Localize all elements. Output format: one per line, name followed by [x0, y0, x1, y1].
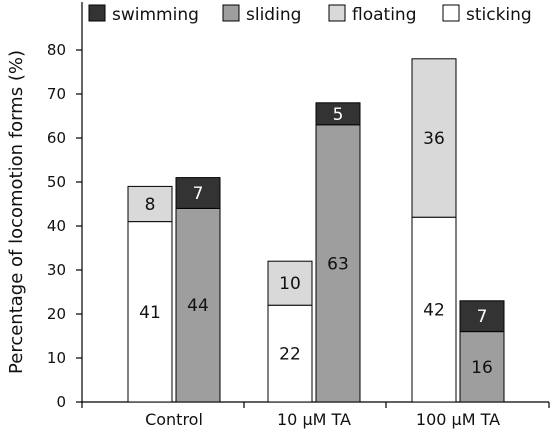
legend-swatch-floating	[328, 4, 346, 22]
bar-segment-swimming	[175, 177, 221, 209]
legend-label-floating: floating	[352, 5, 416, 25]
data-label: 22	[279, 345, 301, 365]
y-tick-label: 60	[47, 129, 66, 147]
bar-segment-sliding	[175, 207, 221, 403]
y-tick-label: 40	[47, 217, 66, 235]
y-tick-label: 30	[47, 261, 66, 279]
bar-segment-sticking	[267, 304, 313, 403]
data-label: 8	[145, 195, 156, 215]
data-label: 41	[139, 303, 161, 323]
data-label: 36	[423, 129, 445, 149]
data-label: 42	[423, 301, 445, 321]
legend: swimming sliding floating sticking	[88, 4, 532, 25]
bar-segment-floating	[267, 260, 313, 306]
data-label: 7	[193, 184, 204, 204]
data-label: 5	[333, 105, 344, 125]
y-axis-label: Percentage of locomotion forms (%)	[6, 50, 27, 374]
bar-segment-swimming	[459, 300, 505, 333]
bar-segment-swimming	[315, 102, 361, 126]
legend-swatch-swimming	[88, 4, 106, 22]
y-tick-label: 0	[56, 393, 66, 411]
data-label: 63	[327, 254, 349, 274]
bar-segment-sticking	[127, 221, 173, 403]
data-label: 7	[477, 307, 488, 327]
x-axis: Control 10 μM TA 100 μM TA	[81, 401, 550, 429]
data-label: 44	[187, 296, 209, 316]
y-axis: 0 10 20 30 40 50 60 70 80	[47, 2, 83, 411]
data-label: 16	[471, 358, 493, 378]
y-tick-label: 50	[47, 173, 66, 191]
x-tick-label: Control	[145, 410, 203, 429]
legend-swatch-sticking	[442, 4, 460, 22]
bar-segment-sticking	[411, 216, 457, 403]
y-tick-label: 80	[47, 41, 66, 59]
x-tick-label: 100 μM TA	[416, 410, 500, 429]
bars: 41 8 44 7 22 10 63 5 42 36 16 7	[127, 58, 505, 403]
legend-label-swimming: swimming	[112, 5, 199, 25]
y-tick-label: 10	[47, 349, 66, 367]
x-tick-label: 10 μM TA	[277, 410, 351, 429]
legend-label-sliding: sliding	[246, 5, 301, 25]
bar-segment-sliding	[459, 331, 505, 403]
legend-label-sticking: sticking	[466, 5, 532, 25]
bar-segment-floating	[411, 58, 457, 218]
data-label: 10	[279, 274, 301, 294]
y-tick-label: 70	[47, 85, 66, 103]
y-tick-label: 20	[47, 305, 66, 323]
legend-swatch-sliding	[222, 4, 240, 22]
bar-segment-floating	[127, 185, 173, 223]
